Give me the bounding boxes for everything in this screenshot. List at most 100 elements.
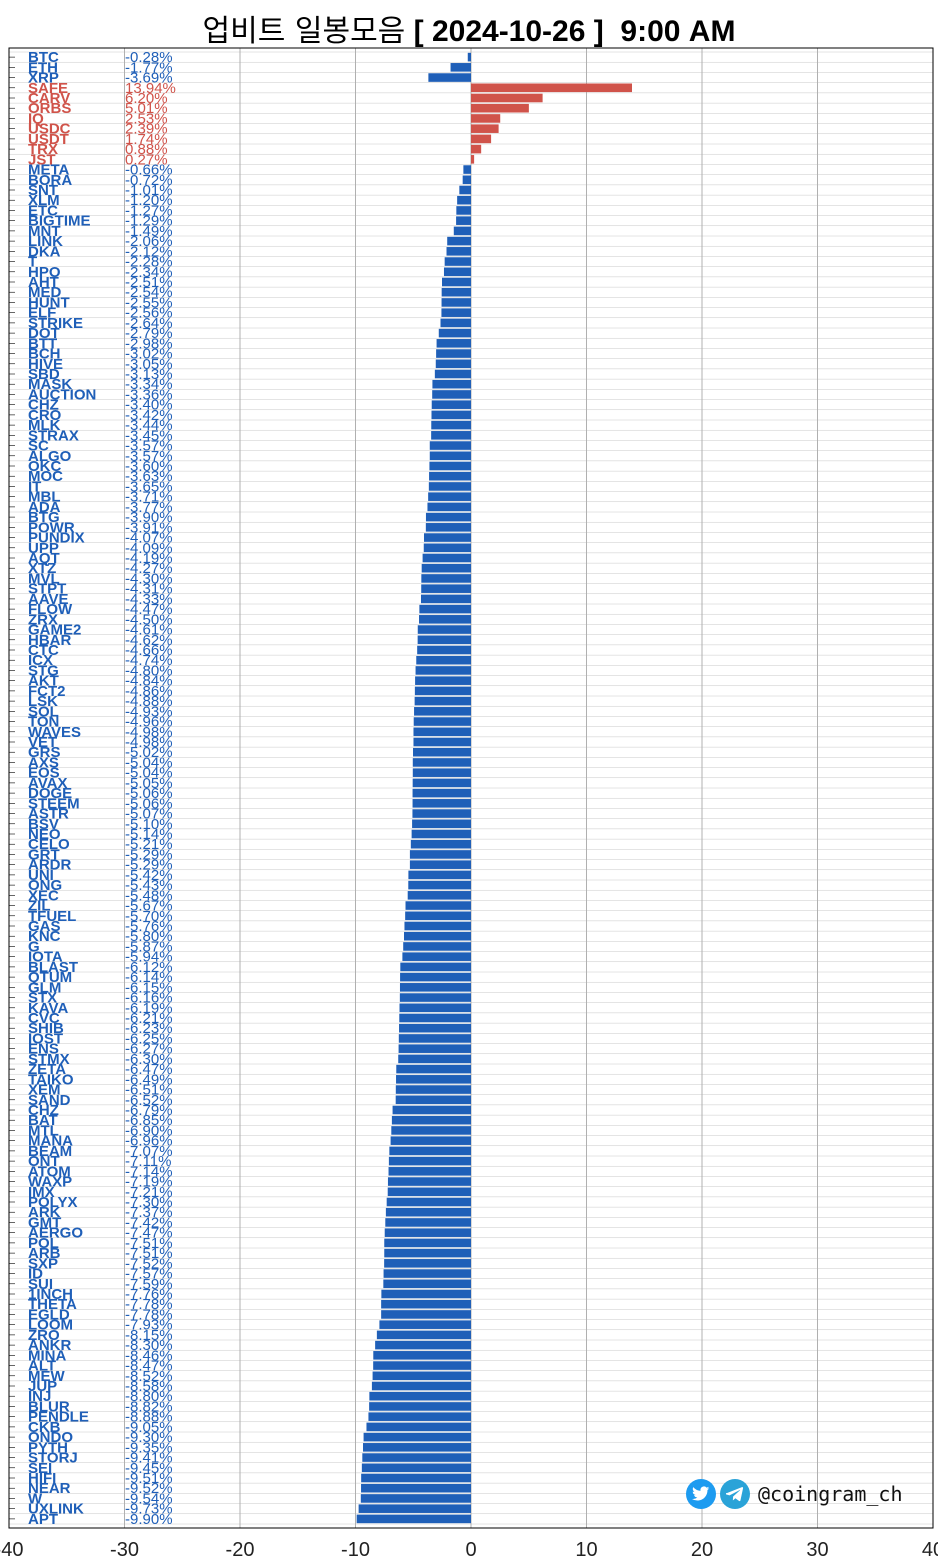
bar-carv — [471, 93, 543, 103]
bar-chz — [392, 1105, 471, 1115]
row-name-inj: INJ — [28, 1388, 51, 1405]
row-value-algo: -3.57% — [125, 448, 173, 465]
bar-polyx — [386, 1197, 471, 1207]
row-value-stg: -4.80% — [125, 662, 173, 679]
row-name-shib: SHIB — [28, 1020, 64, 1037]
row-value-ckb: -9.05% — [125, 1419, 173, 1436]
row-value-beam: -7.07% — [125, 1143, 173, 1160]
row-value-zrx: -4.50% — [125, 611, 173, 628]
row-name-iq: IQ — [28, 110, 44, 127]
row-name-taiko: TAIKO — [28, 1071, 74, 1088]
bar-stmx — [398, 1054, 471, 1064]
bar-egld — [381, 1310, 471, 1319]
row-value-sxp: -7.52% — [125, 1255, 173, 1272]
row-value-bsv: -5.10% — [125, 816, 173, 833]
row-value-zeta: -6.47% — [125, 1061, 173, 1078]
row-value-neo: -5.14% — [125, 826, 173, 843]
row-labels: BTC -0.28% ETH -1.77% XRP -3.69% SAFE 13.94% CAR… — [28, 49, 176, 1528]
row-name-aht: AHT — [28, 274, 59, 291]
row-value-btc: -0.28% — [125, 49, 173, 66]
bar-safe — [471, 83, 633, 93]
row-name-near: NEAR — [28, 1480, 71, 1497]
bar-axs — [412, 758, 471, 767]
bar-sand — [395, 1095, 471, 1105]
row-name-steem: STEEM — [28, 795, 80, 812]
bar-jst — [471, 155, 475, 164]
row-value-zil: -5.67% — [125, 898, 173, 915]
bar-g — [403, 942, 471, 951]
bar-waves — [413, 727, 471, 737]
bar-storj — [362, 1453, 471, 1462]
bar-zil — [405, 901, 471, 910]
bar-imx — [387, 1187, 471, 1197]
row-value-safe: 13.94% — [125, 80, 176, 97]
row-value-auction: -3.36% — [125, 386, 173, 403]
row-name-eth: ETH — [28, 59, 58, 76]
bar-mana — [390, 1136, 471, 1145]
row-name-carv: CARV — [28, 90, 70, 107]
row-value-hbar: -4.62% — [125, 632, 173, 649]
bar-sol — [414, 707, 471, 716]
row-name-sand: SAND — [28, 1092, 71, 1109]
row-value-ondo: -9.30% — [125, 1429, 173, 1446]
row-name-mask: MASK — [28, 376, 72, 393]
twitter-bird-icon[interactable] — [686, 1479, 716, 1509]
row-name-mina: MINA — [28, 1347, 66, 1364]
row-name-iost: IOST — [28, 1030, 63, 1047]
bar-hive — [435, 359, 471, 369]
row-value-inj: -8.80% — [125, 1388, 173, 1405]
row-value-mnt: -1.49% — [125, 223, 173, 240]
bar-id — [383, 1269, 471, 1278]
row-value-med: -2.54% — [125, 284, 173, 301]
bar-iost — [398, 1034, 471, 1043]
row-value-aave: -4.33% — [125, 591, 173, 608]
row-name-iota: IOTA — [28, 949, 63, 966]
bar-vet — [413, 737, 471, 747]
row-name-stpt: STPT — [28, 581, 66, 598]
row-value-id: -7.57% — [125, 1266, 173, 1283]
chart-title-hangul: 업비트 일봉모음 — [202, 14, 406, 49]
row-name-hunt: HUNT — [28, 294, 70, 311]
bar-trx — [471, 144, 482, 154]
row-value-btt: -2.98% — [125, 335, 173, 352]
row-value-fct2: -4.86% — [125, 683, 173, 700]
row-name-sol: SOL — [28, 703, 59, 720]
row-value-mvl: -4.30% — [125, 570, 173, 587]
row-value-doge: -5.06% — [125, 785, 173, 802]
row-value-pundix: -4.07% — [125, 530, 173, 547]
row-name-dot: DOT — [28, 325, 60, 342]
bar-neo — [411, 829, 471, 839]
row-value-icx: -4.74% — [125, 652, 173, 669]
bar-jup — [371, 1381, 471, 1391]
row-name-avax: AVAX — [28, 775, 67, 792]
bar-xem — [395, 1085, 471, 1094]
row-name-mbl: MBL — [28, 489, 61, 506]
row-value-grt: -5.29% — [125, 846, 173, 863]
bar-auction — [432, 390, 471, 399]
row-name-strax: STRAX — [28, 427, 79, 444]
row-name-btg: BTG — [28, 509, 60, 526]
bar-stg — [415, 666, 471, 675]
telegram-plane-icon[interactable] — [720, 1479, 750, 1509]
row-name-chz: CHZ — [28, 1102, 59, 1119]
row-value-okc: -3.60% — [125, 458, 173, 475]
row-name-snt: SNT — [28, 182, 58, 199]
x-tick-label: -40 — [0, 1539, 23, 1561]
row-value-ton: -4.96% — [125, 714, 173, 731]
row-value-akt: -4.84% — [125, 673, 173, 690]
row-value-ada: -3.77% — [125, 499, 173, 516]
bar-meta — [463, 165, 471, 174]
row-value-etc: -1.27% — [125, 202, 173, 219]
row-name-kava: KAVA — [28, 1000, 68, 1017]
bar-hbar — [417, 635, 471, 645]
bar-shib — [399, 1023, 471, 1033]
bar-qtum — [400, 972, 471, 982]
bar-mbl — [428, 492, 471, 501]
bar-icx — [416, 655, 471, 665]
watermark: @coingram_ch — [686, 1479, 903, 1509]
x-tick-label: -30 — [110, 1539, 139, 1561]
row-name-ark: ARK — [28, 1204, 61, 1221]
row-name-celo: CELO — [28, 836, 70, 853]
bar-link — [447, 236, 471, 246]
bar-it — [428, 482, 471, 491]
